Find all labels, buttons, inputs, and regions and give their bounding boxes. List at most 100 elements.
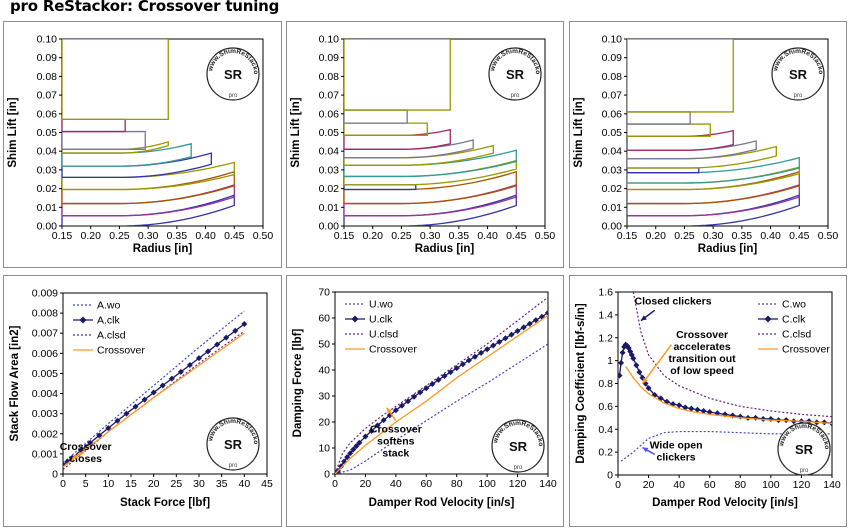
annotation-text: softens (377, 435, 415, 447)
x-tick-label: 20 (360, 478, 372, 490)
data-point (347, 450, 354, 457)
legend-label: A.clsd (97, 330, 126, 342)
annotation-text: transition out (669, 353, 737, 365)
y-tick-label: 1.4 (598, 309, 613, 321)
data-point (338, 463, 345, 470)
y-tick-label: 0.8 (598, 378, 613, 390)
data-point (214, 341, 221, 348)
annotation-text: clickers (657, 452, 696, 464)
plot-content (335, 296, 548, 474)
y-tick-label: 0.004 (32, 388, 58, 400)
legend-label: U.wo (369, 299, 393, 311)
plot-content (618, 292, 832, 462)
y-tick-label: 70 (318, 287, 330, 299)
y-tick-label: 0.002 (32, 428, 58, 440)
x-axis-title: Radius [in] (415, 243, 475, 255)
y-tick-label: 0.02 (602, 183, 623, 195)
y-tick-label: 0.08 (37, 71, 58, 83)
x-tick-label: 0.15 (334, 230, 355, 242)
series-line-u-clk (335, 312, 548, 474)
data-point (392, 407, 399, 414)
y-tick-label: 0.005 (32, 368, 58, 380)
data-point (630, 355, 637, 362)
data-point (624, 342, 631, 349)
series-line-c-clsd (632, 292, 832, 418)
watermark-pro: pro (229, 93, 238, 99)
data-point (670, 401, 677, 408)
y-tick-label: 0 (52, 469, 58, 481)
x-tick-label: 60 (420, 478, 432, 490)
y-tick-label: 0.04 (37, 146, 58, 158)
y-tick-label: 0.10 (602, 34, 623, 46)
data-point (682, 404, 689, 411)
y-tick-label: 0.01 (37, 202, 58, 214)
y-tick-label: 0.00 (37, 221, 58, 233)
x-tick-label: 0.50 (818, 230, 839, 242)
y-tick-label: 0.001 (32, 448, 58, 460)
y-tick-label: 0.08 (319, 71, 340, 83)
x-tick-label: 5 (83, 478, 89, 490)
data-point (636, 369, 643, 376)
x-axis-title: Radius [in] (133, 243, 193, 255)
y-tick-label: 0.03 (37, 164, 58, 176)
series-line-a-clk (63, 323, 245, 466)
y-axis-title: Stack Flow Area [in2] (9, 325, 21, 441)
data-point (105, 425, 112, 432)
annotation-arrow-crossover (641, 344, 673, 384)
x-tick-label: 0.35 (449, 230, 470, 242)
data-point (688, 405, 695, 412)
data-point (618, 359, 625, 366)
x-tick-label: 0.20 (80, 230, 101, 242)
data-point (114, 417, 121, 424)
y-tick-label: 0.10 (37, 34, 58, 46)
y-tick-label: 0.09 (319, 52, 340, 64)
y-tick-label: 0.07 (319, 90, 340, 102)
y-tick-label: 0.006 (32, 348, 58, 360)
x-tick-label: 0.20 (362, 230, 383, 242)
x-tick-label: 60 (704, 479, 716, 491)
plot-content (344, 39, 517, 226)
annotation-text: Crossover (60, 441, 112, 453)
y-tick-label: 10 (318, 443, 330, 455)
page-title: pro ReStackor: Crossover tuning (10, 0, 280, 15)
plot-content (62, 39, 235, 226)
x-axis-title: Radius [in] (698, 243, 758, 255)
watermark-pro: pro (514, 465, 523, 471)
annotation-arrow-head (386, 407, 392, 414)
watermark-sr: SR (789, 67, 808, 82)
data-point (700, 407, 707, 414)
data-point (386, 412, 393, 419)
x-tick-label: 120 (793, 479, 811, 491)
data-point (435, 376, 442, 383)
y-axis-title: Shim Lift [in] (290, 97, 302, 167)
data-point (526, 320, 533, 327)
x-tick-label: 0.35 (167, 230, 188, 242)
legend-label: C.clk (782, 314, 806, 326)
x-tick-label: 0.40 (195, 230, 216, 242)
data-point (150, 389, 157, 396)
x-tick-label: 25 (170, 478, 182, 490)
data-point (471, 353, 478, 360)
watermark-sr: SR (224, 67, 243, 82)
data-point (465, 357, 472, 364)
watermark-pro: pro (800, 468, 809, 474)
annotation-1: Closed clickers (635, 296, 712, 308)
data-point (353, 443, 360, 450)
annotation-arrow-open-head (642, 447, 649, 453)
y-tick-label: 0.03 (602, 164, 623, 176)
data-point (645, 385, 652, 392)
plot-content (627, 39, 800, 226)
y-tick-label: 1.2 (598, 332, 613, 344)
annotation-arrow-closed-head (640, 315, 647, 321)
series-line-crossover (625, 365, 832, 425)
y-tick-label: 50 (318, 339, 330, 351)
data-point (532, 317, 539, 324)
watermark-sr: SR (795, 442, 814, 457)
data-point (405, 398, 412, 405)
x-tick-label: 0.15 (617, 230, 638, 242)
data-point (639, 374, 646, 381)
watermark-pro: pro (229, 463, 238, 469)
data-point (619, 349, 626, 356)
watermark-ring (771, 47, 825, 101)
